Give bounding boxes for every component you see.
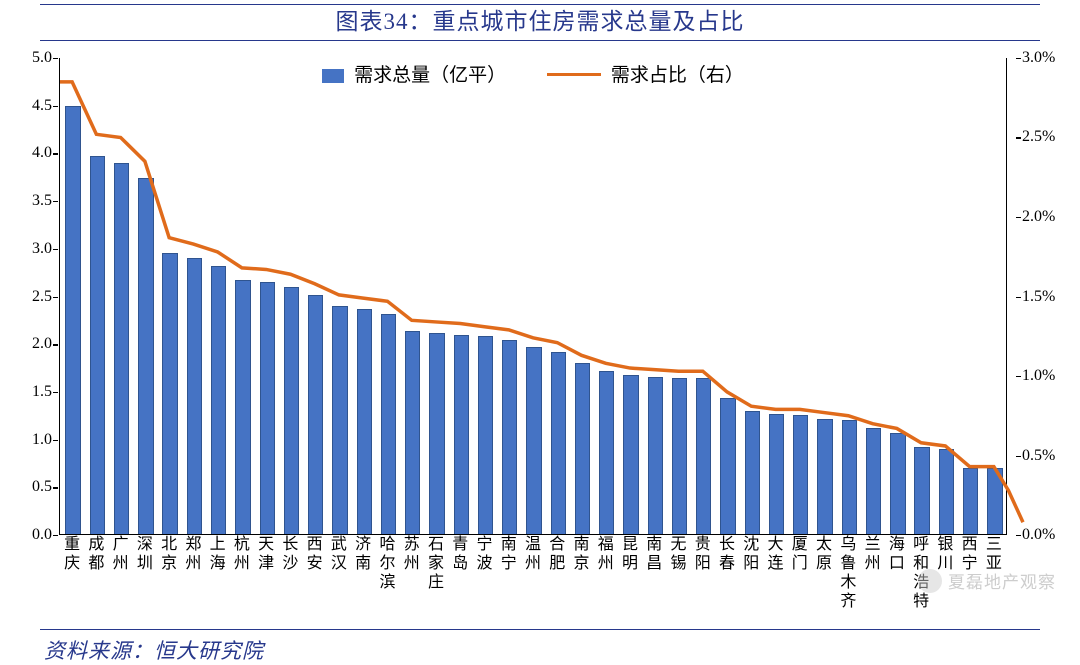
- y-axis-left: 0.00.51.01.52.02.53.03.54.04.55.0: [6, 58, 58, 535]
- axis-right-line: [1006, 58, 1007, 535]
- source-text: 资料来源：恒大研究院: [44, 635, 264, 665]
- x-label: 深 圳: [133, 535, 157, 573]
- y-tick: 1.0: [32, 431, 52, 449]
- y2-tick: 0.0%: [1022, 526, 1055, 544]
- x-label: 上 海: [206, 535, 230, 573]
- chart-title-bar: 图表34：重点城市住房需求总量及占比: [40, 4, 1040, 36]
- x-label: 郑 州: [181, 535, 205, 573]
- title-rule-bottom: [40, 40, 1040, 41]
- x-label: 长 春: [715, 535, 739, 573]
- y-tick: 2.0: [32, 335, 52, 353]
- watermark-icon: [918, 569, 942, 593]
- x-label: 哈 尔 滨: [375, 535, 399, 592]
- y2-tick: 3.0%: [1022, 49, 1055, 67]
- x-label: 北 京: [157, 535, 181, 573]
- y-tick: 1.5: [32, 383, 52, 401]
- x-label: 广 州: [109, 535, 133, 573]
- x-label: 长 沙: [278, 535, 302, 573]
- x-label: 武 汉: [327, 535, 351, 573]
- y2-tick: 2.0%: [1022, 208, 1055, 226]
- x-label: 重 庆: [60, 535, 84, 573]
- x-label: 青 岛: [448, 535, 472, 573]
- x-label: 太 原: [812, 535, 836, 573]
- x-label: 宁 波: [472, 535, 496, 573]
- axis-baseline: [60, 534, 1006, 535]
- x-label: 沈 阳: [739, 535, 763, 573]
- plot-area: 需求总量（亿平） 需求占比（右） 0.00.51.01.52.02.53.03.…: [60, 58, 1006, 535]
- x-label: 大 连: [763, 535, 787, 573]
- y-axis-right: 0.0%0.5%1.0%1.5%2.0%2.5%3.0%: [1016, 58, 1068, 535]
- y-tick: 0.5: [32, 478, 52, 496]
- source-rule: [40, 629, 1040, 630]
- x-label: 成 都: [84, 535, 108, 573]
- x-label: 苏 州: [400, 535, 424, 573]
- y-tick: 2.5: [32, 288, 52, 306]
- x-label: 厦 门: [788, 535, 812, 573]
- watermark: 夏磊地产观察: [918, 568, 1056, 593]
- x-label: 南 昌: [642, 535, 666, 573]
- watermark-text: 夏磊地产观察: [948, 573, 1056, 592]
- y-tick: 4.0: [32, 144, 52, 162]
- x-label: 石 家 庄: [424, 535, 448, 592]
- y-tick: 4.5: [32, 97, 52, 115]
- y2-tick: 0.5%: [1022, 447, 1055, 465]
- y2-tick: 1.5%: [1022, 288, 1055, 306]
- x-label: 天 津: [254, 535, 278, 573]
- line-series: [60, 58, 1006, 535]
- x-label: 贵 阳: [691, 535, 715, 573]
- x-label: 海 口: [885, 535, 909, 573]
- y-tick: 0.0: [32, 526, 52, 544]
- x-label: 兰 州: [860, 535, 884, 573]
- x-label: 合 肥: [545, 535, 569, 573]
- x-label: 济 南: [351, 535, 375, 573]
- y2-tick: 2.5%: [1022, 128, 1055, 146]
- x-label: 西 安: [303, 535, 327, 573]
- chart-title: 图表34：重点城市住房需求总量及占比: [336, 9, 745, 34]
- y-tick: 3.5: [32, 192, 52, 210]
- x-label: 昆 明: [618, 535, 642, 573]
- x-label: 温 州: [521, 535, 545, 573]
- x-label: 乌 鲁 木 齐: [836, 535, 860, 611]
- y-tick: 3.0: [32, 240, 52, 258]
- x-label: 杭 州: [230, 535, 254, 573]
- x-label: 南 宁: [497, 535, 521, 573]
- y-tick: 5.0: [32, 49, 52, 67]
- x-label: 南 京: [569, 535, 593, 573]
- x-label: 无 锡: [666, 535, 690, 573]
- y2-tick: 1.0%: [1022, 367, 1055, 385]
- x-label: 福 州: [594, 535, 618, 573]
